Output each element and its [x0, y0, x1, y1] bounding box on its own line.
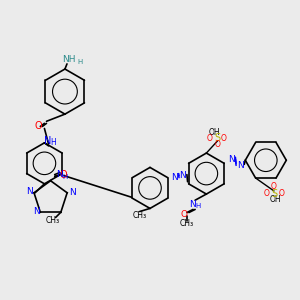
- Text: O: O: [271, 182, 277, 191]
- Text: N: N: [228, 155, 235, 164]
- Text: O: O: [59, 169, 67, 180]
- Text: N: N: [172, 173, 178, 182]
- Text: O: O: [34, 122, 42, 131]
- Text: H: H: [62, 174, 68, 180]
- Text: N: N: [69, 188, 76, 197]
- Text: N: N: [179, 171, 186, 180]
- Text: S: S: [271, 189, 277, 199]
- Text: CH₃: CH₃: [133, 211, 147, 220]
- Text: N: N: [56, 170, 63, 179]
- Text: S: S: [214, 133, 221, 143]
- Text: O: O: [206, 134, 212, 143]
- Text: O: O: [278, 188, 284, 197]
- Text: H: H: [50, 138, 56, 147]
- Text: NH: NH: [62, 55, 76, 64]
- Text: OH: OH: [209, 128, 220, 137]
- Text: N: N: [237, 161, 244, 170]
- Text: O: O: [180, 210, 187, 219]
- Text: H: H: [78, 59, 83, 65]
- Text: OH: OH: [269, 195, 281, 204]
- Text: N: N: [26, 187, 33, 196]
- Text: O: O: [221, 134, 227, 143]
- Text: N: N: [33, 207, 40, 216]
- Text: N: N: [44, 136, 51, 146]
- Text: N: N: [189, 200, 195, 209]
- Text: CH₃: CH₃: [180, 219, 194, 228]
- Text: CH₃: CH₃: [46, 216, 60, 225]
- Text: H: H: [196, 203, 201, 209]
- Text: O: O: [215, 140, 220, 149]
- Text: O: O: [264, 188, 270, 197]
